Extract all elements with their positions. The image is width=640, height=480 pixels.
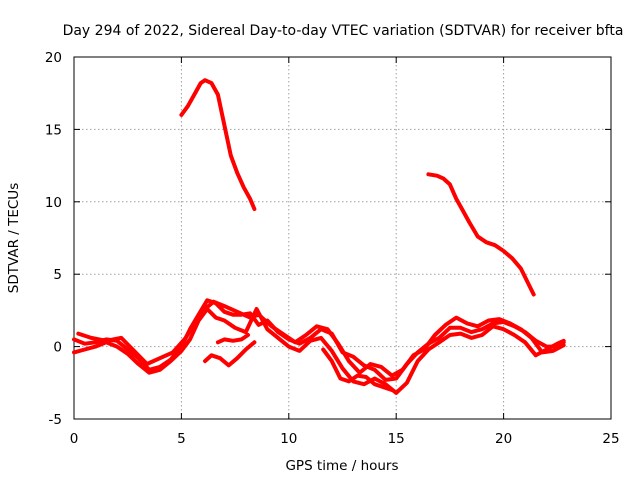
x-tick-label: 20 — [495, 431, 512, 447]
x-tick-label: 15 — [388, 431, 405, 447]
y-tick-label: -5 — [49, 412, 62, 428]
axis-ticks: 0 5 10 15 20 25 -5 0 5 10 15 20 — [45, 50, 620, 447]
y-tick-label: 5 — [53, 267, 62, 283]
plot-frame — [73, 56, 612, 420]
series-trace-1 — [179, 78, 257, 211]
series-trace-2 — [426, 172, 536, 297]
y-tick-label: 10 — [45, 195, 62, 211]
y-tick-label: 15 — [45, 122, 62, 138]
grid — [74, 57, 611, 419]
series-trace-3 — [72, 298, 566, 382]
x-axis-label: GPS time / hours — [285, 458, 398, 474]
series-trace-7 — [215, 333, 250, 345]
data-series — [72, 78, 566, 395]
series-trace-6 — [203, 340, 257, 368]
x-tick-label: 10 — [280, 431, 297, 447]
x-tick-label: 5 — [177, 431, 186, 447]
x-tick-label: 0 — [70, 431, 79, 447]
y-tick-label: 0 — [53, 340, 62, 356]
chart-title: Day 294 of 2022, Sidereal Day-to-day VTE… — [63, 23, 624, 39]
series-trace-8 — [321, 347, 394, 392]
y-axis-label: SDTVAR / TECUs — [6, 183, 22, 293]
series-trace-5 — [76, 299, 566, 378]
series-trace-4 — [72, 307, 566, 395]
y-tick-label: 20 — [45, 50, 62, 66]
x-tick-label: 25 — [602, 431, 619, 447]
